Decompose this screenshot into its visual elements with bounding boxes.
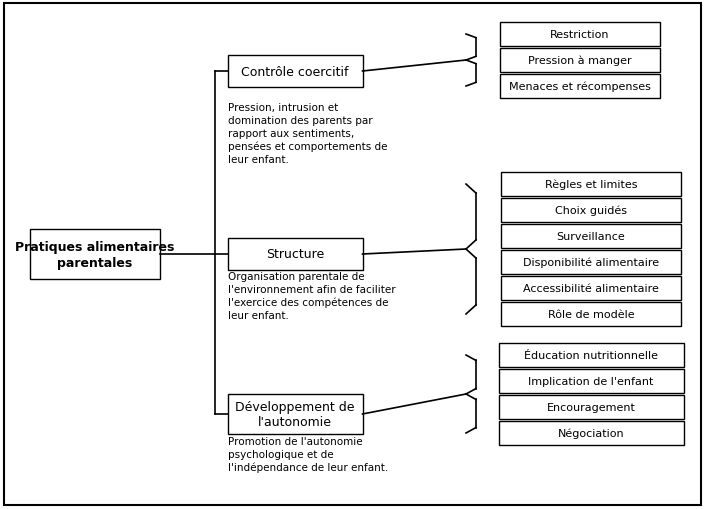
FancyBboxPatch shape bbox=[228, 239, 362, 270]
Text: Structure: Structure bbox=[266, 248, 324, 261]
Text: Accessibilité alimentaire: Accessibilité alimentaire bbox=[523, 284, 659, 293]
FancyBboxPatch shape bbox=[501, 224, 681, 248]
Text: Choix guidés: Choix guidés bbox=[555, 205, 627, 216]
Text: Rôle de modèle: Rôle de modèle bbox=[548, 309, 634, 319]
Text: Pression à manger: Pression à manger bbox=[528, 55, 632, 66]
Text: Organisation parentale de
l'environnement afin de faciliter
l'exercice des compé: Organisation parentale de l'environnemen… bbox=[228, 271, 396, 321]
FancyBboxPatch shape bbox=[498, 421, 684, 445]
Text: Surveillance: Surveillance bbox=[557, 232, 625, 242]
FancyBboxPatch shape bbox=[501, 250, 681, 274]
FancyBboxPatch shape bbox=[498, 369, 684, 393]
Text: Menaces et récompenses: Menaces et récompenses bbox=[509, 81, 651, 92]
FancyBboxPatch shape bbox=[228, 394, 362, 434]
Text: Règles et limites: Règles et limites bbox=[545, 179, 637, 190]
FancyBboxPatch shape bbox=[30, 230, 160, 279]
Text: Pratiques alimentaires
parentales: Pratiques alimentaires parentales bbox=[16, 240, 175, 269]
FancyBboxPatch shape bbox=[500, 75, 660, 99]
Text: Développement de
l'autonomie: Développement de l'autonomie bbox=[235, 400, 355, 429]
Text: Disponibilité alimentaire: Disponibilité alimentaire bbox=[523, 257, 659, 268]
FancyBboxPatch shape bbox=[498, 344, 684, 367]
FancyBboxPatch shape bbox=[501, 199, 681, 222]
Text: Restriction: Restriction bbox=[550, 30, 610, 40]
Text: Promotion de l'autonomie
psychologique et de
l'indépendance de leur enfant.: Promotion de l'autonomie psychologique e… bbox=[228, 436, 388, 472]
Text: Encouragement: Encouragement bbox=[546, 402, 635, 412]
FancyBboxPatch shape bbox=[501, 276, 681, 300]
Text: Contrôle coercitif: Contrôle coercitif bbox=[241, 65, 349, 78]
FancyBboxPatch shape bbox=[500, 49, 660, 73]
FancyBboxPatch shape bbox=[500, 23, 660, 47]
Text: Implication de l'enfant: Implication de l'enfant bbox=[528, 376, 654, 386]
FancyBboxPatch shape bbox=[501, 302, 681, 326]
FancyBboxPatch shape bbox=[228, 56, 362, 88]
FancyBboxPatch shape bbox=[498, 395, 684, 419]
Text: Négociation: Négociation bbox=[558, 428, 625, 438]
Text: Pression, intrusion et
domination des parents par
rapport aux sentiments,
pensée: Pression, intrusion et domination des pa… bbox=[228, 103, 388, 164]
FancyBboxPatch shape bbox=[501, 173, 681, 196]
Text: Éducation nutritionnelle: Éducation nutritionnelle bbox=[524, 350, 658, 360]
